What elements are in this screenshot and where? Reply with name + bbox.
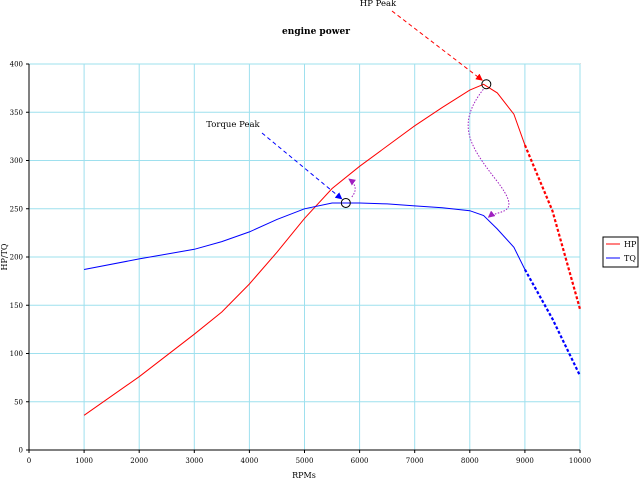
hp-peak-connector: [467, 88, 510, 218]
x-tick-label: 9000: [516, 457, 534, 465]
legend-label-hp: HP: [624, 240, 637, 249]
series-line-tq: [84, 202, 526, 270]
chart-title: engine power: [282, 27, 350, 37]
annotations: HP Peak Torque Peak: [206, 0, 510, 218]
hp-peak-label: HP Peak: [360, 0, 397, 9]
y-tick-label: 250: [10, 205, 23, 213]
y-tick-label: 100: [10, 350, 23, 358]
y-tick-label: 400: [10, 61, 23, 69]
torque-peak-connector: [348, 178, 356, 198]
x-tick-label: 6000: [351, 457, 369, 465]
hp-peak-arrow: [391, 10, 483, 81]
y-tick-label: 200: [10, 254, 23, 262]
x-tick-label: 10000: [569, 457, 591, 465]
x-tick-label: 8000: [461, 457, 479, 465]
series-projection-tq: [523, 268, 581, 377]
y-axis-label: HP/TQ: [0, 243, 9, 270]
x-tick-label: 4000: [240, 457, 258, 465]
y-tick-label: 0: [19, 447, 23, 455]
y-tick-label: 50: [14, 398, 23, 406]
series-line-hp: [83, 83, 526, 416]
series-lines: [83, 83, 582, 416]
torque-peak-label: Torque Peak: [206, 120, 260, 130]
x-axis-label: RPMs: [292, 471, 316, 480]
legend-box: [602, 236, 639, 268]
legend: HP TQ: [602, 236, 639, 268]
series-projection-hp: [523, 144, 582, 310]
torque-peak-marker: [340, 197, 351, 208]
hp-peak-marker: [481, 79, 492, 90]
tick-labels: 0 1000 2000 3000 4000 5000 6000 7000 8000 9000 100…: [10, 61, 592, 466]
x-tick-label: 1000: [75, 457, 93, 465]
torque-peak-arrow: [261, 132, 343, 200]
x-tick-label: 5000: [296, 457, 314, 465]
x-tick-label: 2000: [130, 457, 148, 465]
y-tick-label: 300: [10, 157, 23, 165]
y-tick-label: 150: [10, 302, 23, 310]
y-tick-label: 350: [10, 109, 23, 117]
legend-label-tq: TQ: [624, 254, 636, 263]
grid-lines: [29, 63, 581, 450]
x-tick-label: 3000: [185, 457, 203, 465]
x-tick-label: 0: [27, 457, 31, 465]
x-tick-label: 7000: [406, 457, 424, 465]
